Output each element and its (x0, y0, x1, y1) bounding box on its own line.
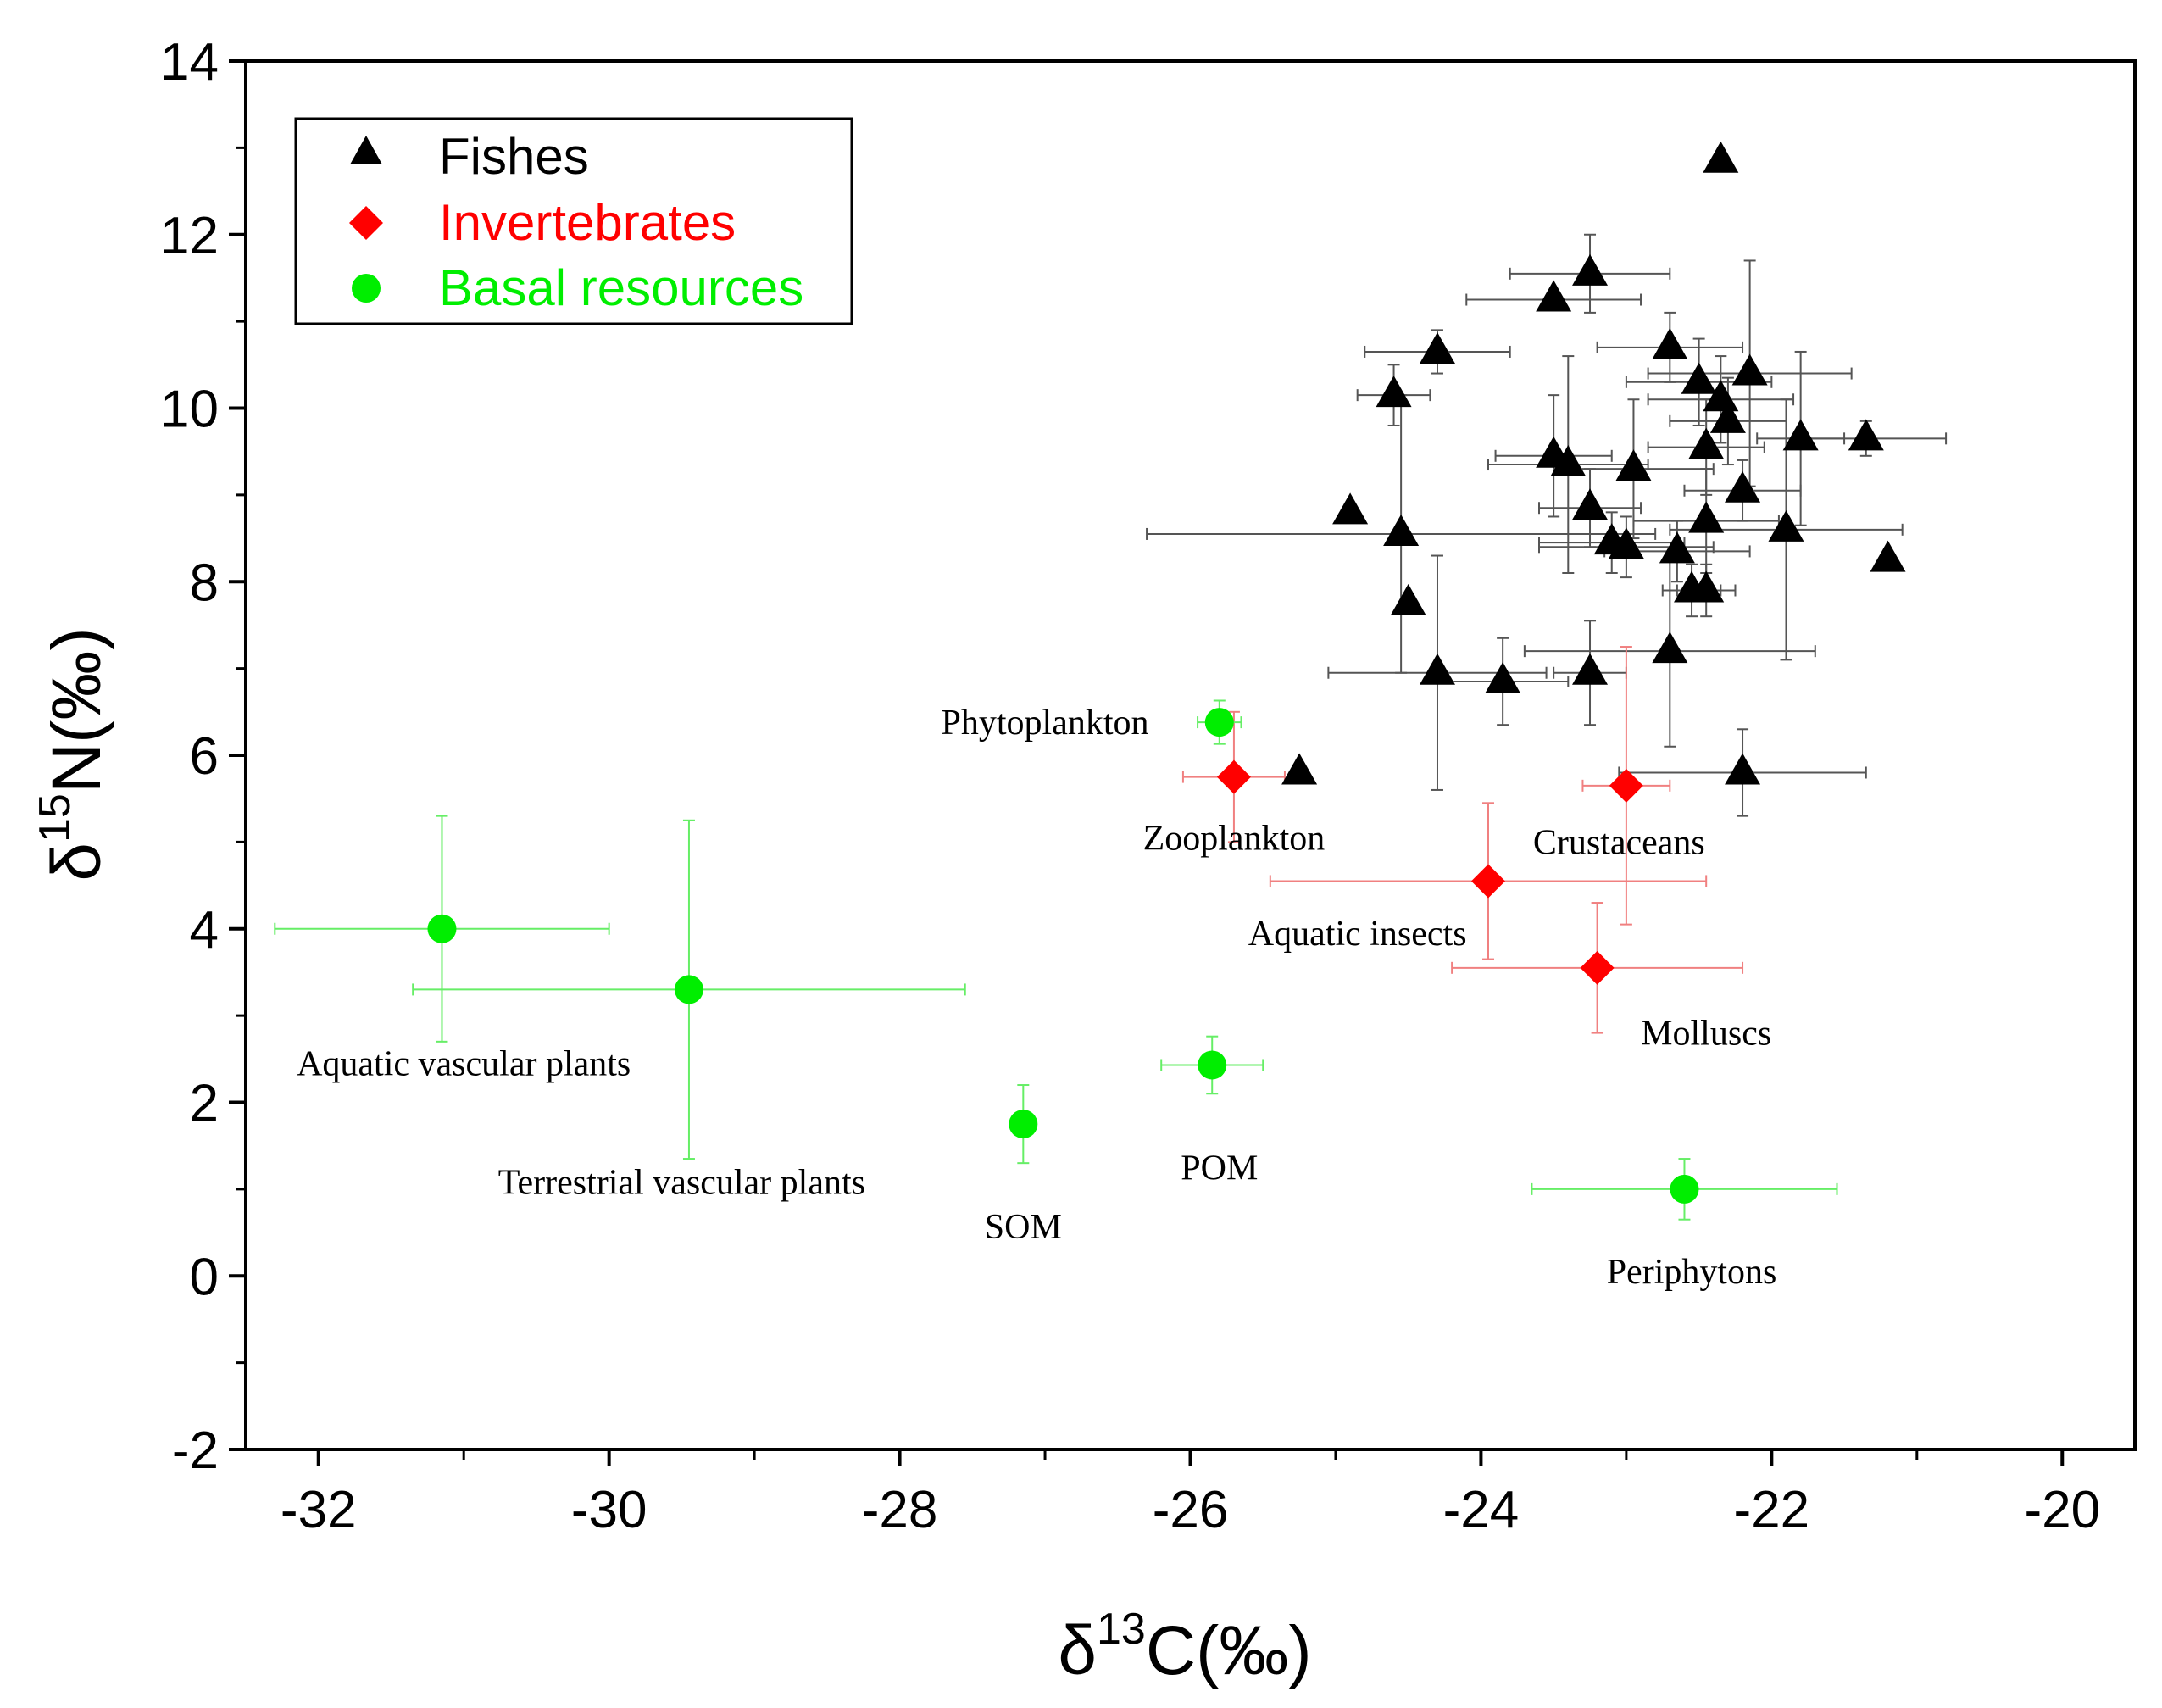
fish-point (1709, 401, 1746, 433)
y-axis-title-rest: N(‰) (38, 627, 115, 793)
point-label: Phytoplankton (942, 704, 1149, 743)
fish-point (1725, 470, 1761, 503)
fish-point (1652, 327, 1688, 359)
fish-point (1390, 583, 1426, 615)
x-tick-label: -30 (571, 1481, 647, 1539)
y-axis-title-sup: 15 (31, 793, 80, 843)
basal-resource-point (674, 975, 703, 1004)
point-label: POM (1181, 1149, 1258, 1188)
basal-resource-point (427, 914, 457, 943)
fish-point (1615, 449, 1652, 481)
x-axis-title: δ13C(‰) (1058, 1605, 1311, 1689)
y-tick-label: 6 (190, 727, 219, 786)
basal-resource-point (1204, 708, 1234, 737)
fish-point (1688, 427, 1725, 459)
point-label: Molluscs (1641, 1015, 1771, 1054)
invertebrate-point (1470, 864, 1505, 899)
point-label: Crustaceans (1533, 823, 1705, 862)
x-tick-label: -28 (862, 1481, 938, 1539)
data-markers (427, 141, 1906, 1204)
point-label: SOM (985, 1208, 1062, 1247)
legend-marker-invertebrates (349, 206, 383, 240)
invertebrate-point (1216, 759, 1251, 794)
point-label: Aquatic vascular plants (297, 1044, 631, 1083)
basal-resource-point (1198, 1050, 1227, 1080)
y-tick-label: 14 (160, 33, 219, 92)
legend-marker-fishes (350, 136, 382, 164)
invertebrate-point (1609, 768, 1643, 803)
legend: Fishes Invertebrates Basal resources (294, 117, 853, 325)
fish-point (1768, 509, 1804, 542)
x-tick-label: -24 (1443, 1481, 1520, 1539)
legend-box (294, 117, 853, 325)
fish-point (1659, 531, 1695, 564)
x-tick-label: -26 (1153, 1481, 1229, 1539)
fish-point (1572, 653, 1609, 685)
fish-point (1608, 527, 1644, 559)
invertebrate-point (1580, 950, 1615, 985)
y-tick-label: 12 (160, 207, 219, 265)
legend-label-basal-resources: Basal resources (439, 259, 803, 316)
annotations: Phytoplankton Zooplankton Crustaceans Aquat… (297, 704, 1776, 1292)
fish-point (1848, 419, 1884, 451)
x-tick-label: -20 (2024, 1481, 2100, 1539)
y-tick-label: 10 (160, 381, 219, 439)
point-label: Zooplankton (1143, 819, 1326, 858)
fish-point (1485, 661, 1521, 693)
fish-point (1731, 353, 1768, 386)
fish-point (1419, 653, 1455, 685)
legend-label-invertebrates: Invertebrates (439, 194, 736, 251)
x-tick-label: -32 (281, 1481, 357, 1539)
y-tick-label: -2 (172, 1421, 219, 1480)
legend-label-fishes: Fishes (439, 128, 589, 185)
fish-point (1281, 753, 1318, 785)
fish-point (1688, 570, 1725, 603)
fish-point (1703, 141, 1739, 173)
y-axis-title: δ15N(‰) (31, 627, 115, 881)
y-tick-label: 0 (190, 1248, 219, 1306)
fish-point (1870, 540, 1906, 572)
basal-resource-point (1009, 1110, 1038, 1139)
legend-marker-basal-resources (352, 274, 381, 303)
fish-point (1419, 331, 1455, 364)
x-tick-label: -22 (1734, 1481, 1810, 1539)
x-axis-title-rest: C(‰) (1146, 1612, 1312, 1689)
point-label: Aquatic insects (1248, 915, 1467, 954)
fish-point (1725, 753, 1761, 785)
basal-resource-point (1670, 1174, 1699, 1204)
point-label: Periphytons (1607, 1253, 1777, 1292)
y-tick-label: 2 (190, 1075, 219, 1133)
y-tick-label: 4 (190, 901, 219, 960)
x-axis-title-sup: 13 (1097, 1605, 1146, 1654)
x-axis-title-base: δ (1058, 1612, 1097, 1689)
fish-point (1688, 501, 1725, 533)
fish-point (1703, 380, 1739, 412)
fish-point (1572, 253, 1609, 286)
fish-point (1681, 362, 1717, 394)
point-label: Terrestrial vascular plants (498, 1164, 865, 1203)
fish-point (1536, 280, 1572, 312)
fish-point (1652, 631, 1688, 664)
fish-point (1550, 445, 1587, 477)
fish-point (1383, 514, 1420, 546)
fish-point (1782, 419, 1819, 451)
fish-point (1332, 492, 1369, 525)
y-tick-label: 8 (190, 554, 219, 612)
fish-point (1376, 376, 1412, 408)
fish-point (1572, 488, 1609, 520)
y-axis-title-base: δ (38, 843, 115, 882)
